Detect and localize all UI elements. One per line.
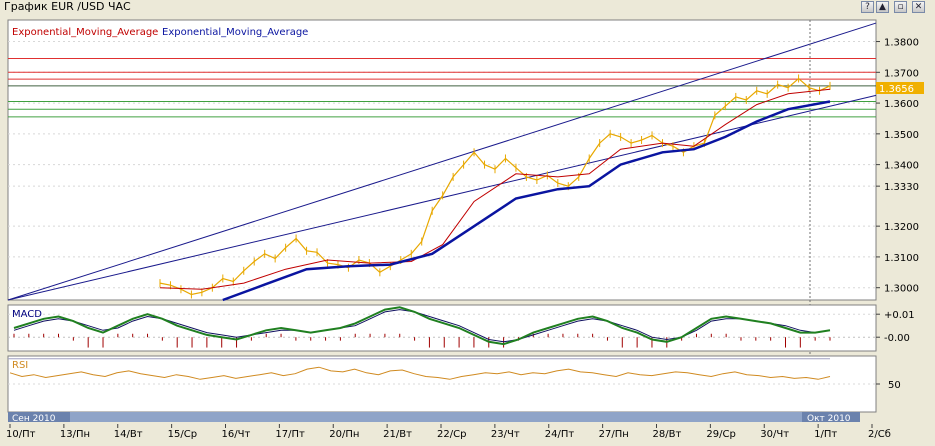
month-end-label: Окт 2010 (807, 414, 851, 424)
x-tick-label: 28/Вт (653, 429, 682, 440)
x-tick-label: 16/Чт (222, 429, 251, 440)
time-scrollbar[interactable] (8, 412, 860, 422)
price-tick-label: 1.3400 (884, 161, 919, 172)
ema-slow-line (222, 100, 831, 302)
x-tick-label: 14/Вт (114, 429, 143, 440)
x-tick-label: 17/Пт (275, 429, 305, 440)
price-y-axis: 1.3800 1.3700 1.3600 1.3500 1.3400 1.3330 1.32… (876, 38, 919, 295)
x-tick-label: 24/Пт (545, 429, 575, 440)
channel-upper-line (7, 22, 877, 301)
rsi-grid (8, 358, 876, 385)
help-button[interactable]: ? (861, 1, 874, 13)
x-tick-label: 23/Чт (491, 429, 520, 440)
price-tick-label: 1.3500 (884, 130, 919, 141)
legend-ema-slow: Exponential_Moving_Average (162, 27, 308, 38)
macd-line (13, 306, 831, 346)
rsi-y-axis: 50 (876, 380, 901, 391)
rsi-series (9, 366, 831, 380)
close-button[interactable]: ✕ (912, 1, 925, 13)
macd-y-axis: +0.01 -0.00 (876, 310, 915, 344)
channel-lower-line (7, 94, 877, 301)
last-price-label: 1.3656 (879, 84, 914, 95)
month-start-label: Сен 2010 (12, 414, 56, 424)
rsi-panel (7, 355, 877, 413)
x-axis: 10/Пт 13/Пн 14/Вт 15/Ср 16/Чт 17/Пт 20/Пн 21/Вт… (6, 424, 891, 440)
month-end-tag (802, 412, 860, 422)
macd-panel (7, 304, 877, 352)
price-series (159, 74, 831, 302)
x-tick-label: 21/Вт (383, 429, 412, 440)
price-tick-label: 1.3700 (884, 68, 919, 79)
month-start-tag (8, 412, 70, 422)
price-tick-label: 1.3800 (884, 38, 919, 49)
last-price-badge (876, 82, 924, 94)
price-tick-label: 1.3100 (884, 253, 919, 264)
rsi-label: RSI (12, 360, 28, 371)
x-tick-label: 1/Пт (814, 429, 837, 440)
macd-tick-label: -0.00 (884, 333, 910, 344)
x-tick-label: 27/Пн (599, 429, 629, 440)
macd-series (13, 306, 831, 348)
macd-label: MACD (12, 309, 42, 320)
macd-signal-line (13, 309, 831, 343)
window-titlebar: График EUR /USD ЧАС ? ▲ ▫ ✕ (0, 0, 935, 14)
legend-ema-fast: Exponential_Moving_Average (12, 27, 158, 38)
x-tick-label: 29/Ср (706, 429, 735, 440)
price-tick-label: 1.3000 (884, 284, 919, 295)
restore-button[interactable]: ▫ (894, 1, 907, 13)
x-tick-label: 20/Пн (329, 429, 359, 440)
price-tick-label: 1.3600 (884, 99, 919, 110)
macd-tick-label: +0.01 (884, 310, 915, 321)
x-tick-label: 30/Чт (760, 429, 789, 440)
window-title: График EUR /USD ЧАС (4, 0, 131, 13)
scroll-up-button[interactable]: ▲ (876, 1, 889, 13)
rsi-tick-label: 50 (888, 380, 901, 391)
ema-fast-line (159, 88, 831, 290)
x-tick-label: 15/Ср (168, 429, 197, 440)
price-tick-label: 1.3200 (884, 222, 919, 233)
x-tick-label: 13/Пн (60, 429, 90, 440)
price-tick-label: 1.3330 (884, 182, 919, 193)
x-tick-label: 22/Ср (437, 429, 466, 440)
rsi-line (9, 366, 831, 380)
x-tick-label: 2/Сб (868, 429, 891, 440)
price-line (159, 77, 831, 296)
trend-channel (7, 20, 877, 412)
x-tick-label: 10/Пт (6, 429, 36, 440)
